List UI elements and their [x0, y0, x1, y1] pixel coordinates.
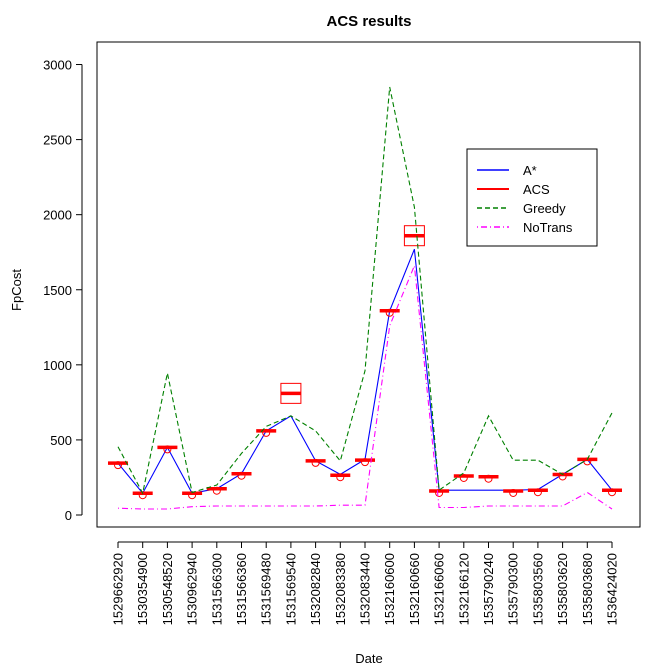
acs-point — [163, 445, 172, 454]
legend-label: A* — [523, 163, 537, 178]
y-tick-label: 0 — [65, 508, 72, 523]
y-axis: 0 500 1000 1500 2000 2500 3000 — [43, 58, 83, 523]
x-axis-label: Date — [355, 651, 382, 666]
x-axis: 1529662920 1530354900 1530548520 1530962940… — [111, 541, 620, 625]
acs-point — [435, 488, 444, 497]
acs-point — [385, 308, 394, 317]
x-tick-label: 1532166120 — [456, 553, 471, 625]
x-tick-label: 1535790300 — [506, 553, 521, 625]
x-tick-label: 1532160660 — [407, 553, 422, 625]
x-tick-label: 1531566300 — [209, 553, 224, 625]
acs-point — [361, 458, 369, 467]
series-notrans — [117, 265, 613, 510]
y-tick-label: 500 — [50, 433, 72, 448]
acs-point — [212, 486, 221, 495]
x-tick-label: 1531566360 — [234, 553, 249, 625]
legend: A* ACS Greedy NoTrans — [466, 148, 598, 247]
x-tick-label: 1535803560 — [530, 553, 545, 625]
x-tick-label: 1532082840 — [308, 553, 323, 625]
legend-label: NoTrans — [523, 220, 573, 235]
legend-label: ACS — [523, 182, 550, 197]
acs-point — [533, 488, 542, 497]
acs-point — [558, 472, 567, 481]
acs-point — [509, 488, 518, 497]
x-tick-label: 1536424020 — [605, 553, 620, 625]
series-acs — [108, 225, 622, 500]
y-tick-label: 3000 — [43, 58, 72, 73]
y-tick-label: 2500 — [43, 133, 72, 148]
acs-point — [311, 458, 320, 467]
acs-point — [608, 488, 616, 497]
x-tick-label: 1532083440 — [358, 553, 373, 625]
x-tick-label: 1531569480 — [259, 553, 274, 625]
acs-point — [114, 461, 122, 470]
x-tick-label: 1529662920 — [111, 553, 126, 625]
x-tick-label: 1530354900 — [135, 553, 150, 625]
y-tick-label: 1500 — [43, 283, 72, 298]
y-tick-label: 1000 — [43, 358, 72, 373]
x-tick-label: 1535803680 — [580, 553, 595, 625]
acs-point — [138, 491, 147, 500]
acs-point — [262, 428, 271, 437]
legend-box — [466, 148, 598, 247]
x-tick-label: 1530548520 — [160, 553, 175, 625]
acs-point — [237, 471, 246, 480]
x-tick-label: 1535790240 — [481, 553, 496, 625]
y-axis-label: FpCost — [9, 269, 24, 311]
acs-point — [484, 474, 493, 483]
series-layer — [108, 86, 622, 510]
acs-point — [459, 473, 468, 482]
acs-point — [336, 473, 345, 482]
x-tick-label: 1535803620 — [555, 553, 570, 625]
x-tick-label: 1532160600 — [382, 553, 397, 625]
legend-label: Greedy — [523, 201, 566, 216]
x-tick-label: 1532083380 — [333, 553, 348, 625]
series-line — [117, 86, 613, 495]
series-greedy — [117, 86, 613, 495]
x-tick-label: 1531569540 — [283, 553, 298, 625]
plot-frame — [96, 41, 641, 528]
x-tick-label: 1530962940 — [185, 553, 200, 625]
chart-title: ACS results — [326, 13, 411, 30]
y-tick-label: 2000 — [43, 208, 72, 223]
x-tick-label: 1532166060 — [432, 553, 447, 625]
series-line — [117, 265, 613, 510]
